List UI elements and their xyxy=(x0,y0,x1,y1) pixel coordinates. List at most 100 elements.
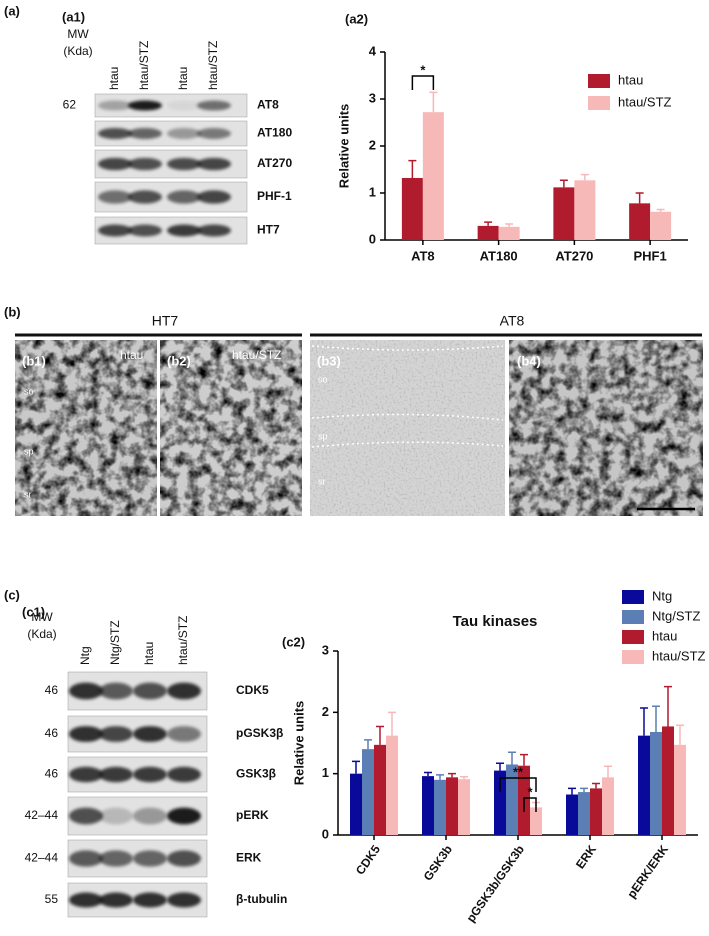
error-bar xyxy=(580,173,589,181)
micrograph-texture xyxy=(160,340,302,516)
blot-band xyxy=(128,100,162,111)
blot-band xyxy=(167,682,201,700)
blot-band xyxy=(167,766,201,783)
panel-label: (b2) xyxy=(167,353,191,368)
y-tick-label: 3 xyxy=(369,90,376,105)
blot-band xyxy=(128,157,162,171)
blot-band xyxy=(69,892,103,908)
bar xyxy=(386,735,398,835)
y-tick-label: 0 xyxy=(369,231,376,246)
mw-header: MW xyxy=(67,27,89,41)
mw-value: 46 xyxy=(45,683,59,697)
blot-band xyxy=(99,807,133,825)
mw-value: 62 xyxy=(63,98,77,112)
error-bar xyxy=(559,179,568,188)
mw-header: (Kda) xyxy=(27,627,56,641)
blot-band xyxy=(69,766,103,783)
panel-label: (a2) xyxy=(345,11,368,26)
y-tick-label: 4 xyxy=(369,43,377,58)
bar xyxy=(662,726,674,835)
blot-band xyxy=(69,807,103,825)
error-bar xyxy=(652,705,660,732)
blot-band xyxy=(69,850,103,867)
x-tick-label: pGSK3b/GSK3b xyxy=(464,843,527,925)
panel-label: (a1) xyxy=(62,9,85,24)
error-bar xyxy=(604,765,612,778)
group-name: htau xyxy=(120,348,143,362)
blot-band xyxy=(69,682,103,700)
legend-label: htau xyxy=(618,72,643,87)
blot-band xyxy=(98,157,132,171)
error-bar xyxy=(635,192,644,204)
blot-band xyxy=(99,850,133,867)
mw-value: 46 xyxy=(45,767,59,781)
layer-label: sp xyxy=(24,446,34,456)
lane-label: htau/STZ xyxy=(137,41,151,90)
blot-band xyxy=(133,726,167,742)
legend-swatch xyxy=(588,74,610,88)
x-tick-label: pERK/ERK xyxy=(624,842,671,901)
mw-header: (Kda) xyxy=(63,44,92,58)
blot-strip xyxy=(94,93,248,118)
blot-band xyxy=(99,682,133,700)
blot-band xyxy=(167,726,201,742)
blot-band xyxy=(128,128,162,139)
error-bar xyxy=(592,782,600,789)
error-bar xyxy=(568,787,576,795)
error-bar xyxy=(656,208,665,212)
bar xyxy=(362,749,374,835)
blot-band xyxy=(197,190,231,204)
blot-band xyxy=(167,224,201,237)
error-bar xyxy=(520,753,528,766)
error-bar xyxy=(388,711,396,736)
x-tick-label: AT180 xyxy=(480,248,518,263)
x-tick-label: PHF1 xyxy=(634,248,667,263)
bar xyxy=(590,788,602,835)
bar xyxy=(422,112,444,240)
blot-label: ERK xyxy=(236,851,262,865)
blot-label: AT180 xyxy=(257,126,292,140)
blot-band xyxy=(133,807,167,825)
panel-label: (a) xyxy=(4,3,20,18)
blot-band xyxy=(167,100,201,111)
layer-label: so xyxy=(24,386,34,396)
blot-label: HT7 xyxy=(257,223,280,237)
y-tick-label: 1 xyxy=(369,184,376,199)
legend-label: htau/STZ xyxy=(652,648,706,663)
blot-label: GSK3β xyxy=(236,767,276,781)
blot-band xyxy=(167,892,201,908)
mw-value: 46 xyxy=(45,726,59,740)
x-tick-label: ERK xyxy=(573,842,599,871)
blot-band xyxy=(167,157,201,171)
panel-label: (c1) xyxy=(22,604,45,619)
panel-label: (b1) xyxy=(22,353,46,368)
blot-band xyxy=(128,224,162,237)
lane-label: htau xyxy=(176,67,190,90)
error-bar xyxy=(429,91,438,113)
lane-label: Ntg xyxy=(78,646,92,665)
blot-band xyxy=(197,157,231,171)
panel-label: (c) xyxy=(4,587,20,602)
blot-label: PHF-1 xyxy=(257,189,292,203)
bar xyxy=(374,744,386,835)
legend-label: Ntg/STZ xyxy=(652,608,700,623)
error-bar xyxy=(484,221,493,226)
group-header: HT7 xyxy=(152,313,179,329)
blot-label: AT270 xyxy=(257,156,292,170)
bar xyxy=(434,779,446,835)
y-axis-label: Relative units xyxy=(336,104,351,189)
y-tick-label: 1 xyxy=(322,765,329,780)
panel-label: (b4) xyxy=(517,353,541,368)
bar xyxy=(574,180,596,240)
blot-label: AT8 xyxy=(257,98,279,112)
x-tick-label: AT8 xyxy=(411,248,435,263)
error-bar xyxy=(676,724,684,745)
bar xyxy=(350,773,362,835)
blot-label: pGSK3β xyxy=(236,726,283,740)
layer-label: so xyxy=(318,374,328,384)
error-bar xyxy=(352,760,360,774)
blot-band xyxy=(133,766,167,783)
blot-band xyxy=(197,100,231,111)
bar xyxy=(477,225,499,240)
